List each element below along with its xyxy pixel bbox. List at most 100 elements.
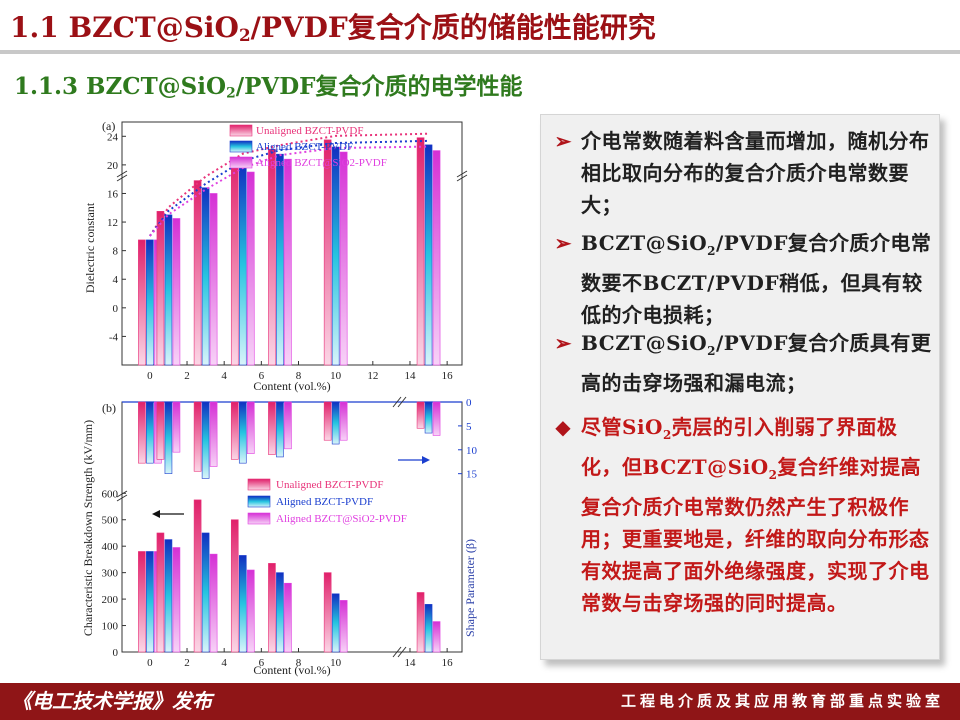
shape-parameter-bar [323, 401, 332, 441]
bar [276, 153, 284, 366]
y-tick-label: 300 [102, 568, 119, 580]
y-tick-label: 24 [107, 131, 119, 143]
x-tick-label: 4 [221, 657, 227, 669]
shape-parameter-bar [146, 401, 154, 464]
arrow-right [398, 456, 430, 464]
legend-label: Unaligned BZCT-PVDF [256, 125, 363, 137]
y-axis-right-label: Shape Parameter (β) [463, 539, 477, 637]
breakdown-bar [172, 547, 181, 653]
bullet-text: BCZT@SiO2/PVDF复合介质具有更高的击穿场强和漏电流； [581, 331, 932, 395]
bullet-text: 介电常数随着料含量而增加，随机分布相比取向分布的复合介质介电常数要大； [581, 129, 930, 217]
shape-parameter-bar [209, 401, 218, 467]
shape-parameter-bar [238, 401, 247, 464]
bullet-text: 尽管SiO2壳层的引入削弱了界面极化，但BCZT@SiO2复合纤维对提高复合介质… [581, 415, 930, 615]
x-tick-label: 4 [221, 370, 227, 382]
bar [246, 171, 255, 366]
breakdown-bar [201, 532, 210, 653]
y-right-tick-label: 15 [466, 469, 478, 481]
bar [331, 146, 340, 366]
x-axis-label: Content (vol.%) [253, 663, 330, 677]
breakdown-bar [193, 499, 202, 653]
bar [201, 187, 210, 366]
legend-label: Unaligned BZCT-PVDF [276, 479, 383, 491]
breakdown-bar [331, 593, 340, 653]
shape-parameter-bar [164, 401, 173, 474]
bar [339, 151, 348, 366]
x-tick-label: 8 [296, 370, 302, 382]
shape-parameter-bar [201, 401, 210, 479]
footer-bar: 《电工技术学报》发布 工程电介质及其应用教育部重点实验室 [0, 683, 960, 720]
breakdown-bar [323, 572, 332, 653]
y-tick-label: 16 [107, 188, 119, 200]
series-trend-line [149, 132, 429, 237]
breakdown-bar [268, 563, 276, 653]
x-tick-label: 8 [296, 657, 302, 669]
x-tick-label: 16 [442, 370, 454, 382]
legend-label: Aligned BZCT-PVDF [256, 141, 353, 153]
x-tick-label: 6 [259, 370, 265, 382]
bar [416, 137, 425, 366]
legend-swatch [229, 156, 253, 169]
x-axis: 0 2 4 6 8 10 14 16 [147, 648, 453, 669]
bar [323, 139, 332, 366]
breakdown-bar [209, 553, 218, 653]
y-tick-label: -4 [109, 331, 119, 343]
y-right-tick-label: 0 [466, 397, 472, 409]
x-tick-label: 14 [404, 657, 416, 669]
title-divider [0, 50, 960, 54]
arrow-bullet-icon: ➢ [554, 231, 572, 255]
shape-parameter-bars [138, 401, 441, 479]
legend-label: Aligned BZCT@SiO2-PVDF [256, 157, 387, 169]
x-tick-label: 0 [147, 657, 153, 669]
section-title: 1.1.3 BZCT@SiO2/PVDF复合介质的电学性能 [14, 73, 523, 102]
panel-label: (a) [102, 119, 115, 133]
shape-parameter-bar [276, 401, 284, 458]
x-tick-label: 14 [404, 370, 416, 382]
shape-parameter-bar [172, 401, 181, 453]
legend-swatch [247, 512, 271, 525]
shape-parameter-bar [416, 401, 425, 429]
breakdown-bar [230, 519, 239, 653]
breakdown-bar [246, 569, 255, 653]
bar [193, 180, 202, 366]
breakdown-bar [432, 621, 441, 653]
y-tick-label: 200 [102, 594, 119, 606]
slide-title: 1.1 BZCT@SiO2/PVDF复合介质的储能性能研究 [10, 11, 656, 46]
x-tick-label: 2 [184, 657, 190, 669]
shape-parameter-bar [339, 401, 348, 441]
axis-break [116, 170, 468, 182]
x-tick-label: 6 [259, 657, 265, 669]
shape-parameter-bar [230, 401, 239, 460]
y-axis-label: Characteristic Breakdown Strength (kV/mm… [81, 420, 95, 636]
arrow-bullet-icon: ➢ [554, 331, 572, 355]
y-axis: -4 0 4 8 12 16 20 24 [107, 131, 126, 343]
breakdown-bar [276, 572, 284, 653]
bar [424, 144, 433, 366]
bar [268, 148, 276, 366]
shape-parameter-bar [156, 401, 165, 460]
legend-swatch [229, 124, 253, 137]
y-tick-label: 600 [102, 488, 119, 500]
breakdown-bar [138, 551, 146, 653]
legend: Unaligned BZCT-PVDF Aligned BZCT-PVDF Alig… [247, 478, 407, 525]
bar [432, 150, 441, 366]
bar [209, 193, 218, 366]
summary-box: ➢ 介电常数随着料含量而增加，随机分布相比取向分布的复合介质介电常数要大； ➢ … [540, 114, 940, 660]
bar [230, 157, 239, 366]
y-tick-label: 0 [113, 647, 119, 659]
breakdown-bar [339, 600, 348, 653]
y-tick-label: 20 [107, 160, 119, 172]
shape-parameter-bar [246, 401, 255, 454]
shape-parameter-bar [193, 401, 202, 472]
shape-parameter-bar [331, 401, 340, 445]
breakdown-bars [138, 499, 441, 653]
y-tick-label: 0 [113, 303, 119, 315]
x-tick-label: 12 [367, 370, 378, 382]
bar [146, 239, 154, 366]
axis-break [116, 396, 407, 658]
y-right-tick-label: 5 [466, 421, 472, 433]
breakdown-bar [238, 555, 247, 653]
x-tick-label: 16 [442, 657, 454, 669]
shape-parameter-bar [432, 401, 441, 436]
